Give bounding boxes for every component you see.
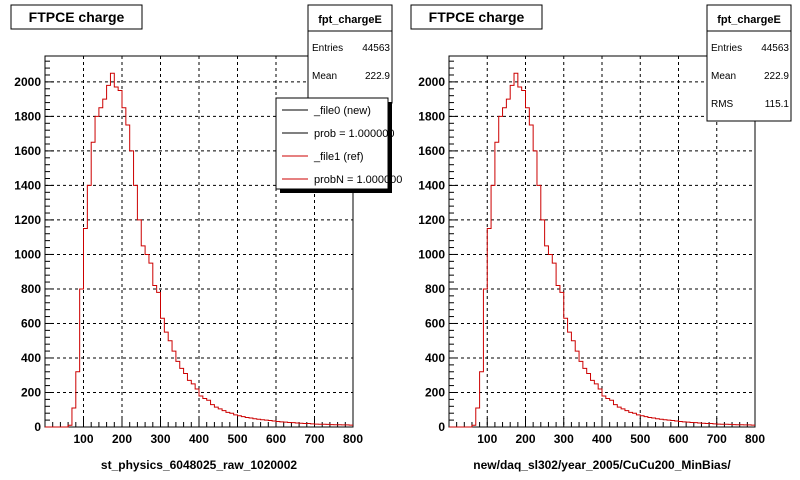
y-tick-label: 1200 [418, 213, 445, 227]
x-tick-label: 300 [554, 432, 574, 446]
x-tick-label: 100 [477, 432, 497, 446]
legend-box [275, 97, 389, 190]
x-tick-label: 500 [227, 432, 247, 446]
y-tick-label: 1800 [418, 109, 445, 123]
stats-box [307, 4, 393, 104]
x-tick-label: 300 [150, 432, 170, 446]
y-tick-label: 0 [438, 420, 445, 434]
y-tick-label: 1000 [418, 247, 445, 261]
x-axis-label: st_physics_6048025_raw_1020002 [101, 458, 297, 472]
stats-rms-value: 115.1 [765, 99, 790, 110]
stats-entries-label: Entries [711, 43, 742, 54]
y-tick-label: 1600 [14, 144, 41, 158]
x-tick-label: 400 [592, 432, 612, 446]
x-tick-label: 600 [668, 432, 688, 446]
y-tick-label: 1600 [418, 144, 445, 158]
legend-entry-label: prob = 1.000000 [314, 128, 394, 140]
stats-entries-label: Entries [312, 43, 343, 54]
title-box [10, 4, 143, 30]
stats-name: fpt_chargeE [717, 14, 781, 26]
histogram-panel-2: 100 200 300 400 500 600 700 800 0 200 400 600 800 100… [410, 4, 792, 472]
x-tick-label: 700 [707, 432, 727, 446]
legend-entry-label: _file1 (ref) [313, 151, 364, 163]
legend-entry-label: probN = 1.000000 [314, 174, 402, 186]
y-tick-label: 1400 [418, 178, 445, 192]
stats-mean-label: Mean [312, 71, 337, 82]
x-tick-label: 800 [745, 432, 765, 446]
stats-mean-value: 222.9 [764, 71, 789, 82]
x-tick-label: 600 [266, 432, 286, 446]
x-tick-label: 200 [112, 432, 132, 446]
x-tick-label: 800 [343, 432, 363, 446]
histogram-panel-1: 100 200 300 400 500 600 700 800 0 200 400 600 800 100… [10, 4, 402, 472]
y-tick-label: 200 [21, 385, 41, 399]
y-tick-label: 0 [34, 420, 41, 434]
x-tick-label: 200 [515, 432, 535, 446]
y-tick-label: 400 [21, 351, 41, 365]
x-axis-label: new/daq_sl302/year_2005/CuCu200_MinBias/ [473, 458, 731, 472]
y-tick-label: 2000 [14, 75, 41, 89]
stats-name: fpt_chargeE [318, 14, 382, 26]
chart-title: FTPCE charge [429, 9, 525, 25]
stats-mean-label: Mean [711, 71, 736, 82]
stats-box [706, 4, 792, 122]
histogram-series-1 [449, 72, 755, 428]
x-tick-label: 700 [304, 432, 324, 446]
stats-entries-value: 44563 [362, 43, 390, 54]
stats-entries-value: 44563 [761, 43, 789, 54]
y-tick-label: 2000 [418, 75, 445, 89]
x-tick-label: 400 [189, 432, 209, 446]
y-tick-label: 1800 [14, 109, 41, 123]
y-tick-label: 800 [21, 282, 41, 296]
y-tick-label: 400 [425, 351, 445, 365]
stats-rms-label: RMS [711, 99, 734, 110]
histogram-series-1 [45, 72, 353, 428]
y-tick-label: 600 [425, 316, 445, 330]
stats-mean-value: 222.9 [365, 71, 390, 82]
chart-title: FTPCE charge [29, 9, 125, 25]
y-tick-label: 1200 [14, 213, 41, 227]
x-tick-label: 100 [73, 432, 93, 446]
y-tick-label: 600 [21, 316, 41, 330]
y-tick-label: 800 [425, 282, 445, 296]
y-tick-label: 1000 [14, 247, 41, 261]
legend-entry-label: _file0 (new) [313, 105, 371, 117]
y-tick-label: 1400 [14, 178, 41, 192]
x-tick-label: 500 [630, 432, 650, 446]
title-box [410, 4, 543, 30]
y-tick-label: 200 [425, 385, 445, 399]
